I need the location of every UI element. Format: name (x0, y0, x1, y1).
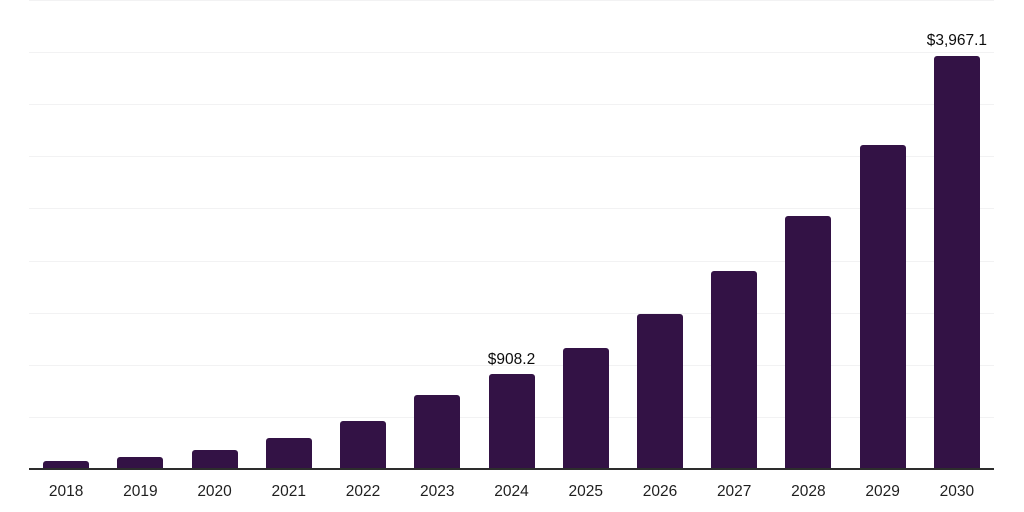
bar-2026 (636, 314, 683, 469)
bar-2029 (859, 145, 906, 469)
data-label-2030: $3,967.1 (926, 32, 988, 50)
bar-2027 (711, 271, 758, 469)
gridline-3500 (29, 104, 994, 106)
bar-2021 (265, 438, 312, 469)
x-axis-tick-labels: 2018 2019 2020 2021 2022 2023 2024 2025 2026 2027… (29, 483, 994, 503)
bar-2023 (414, 395, 461, 469)
bar-2030 (933, 55, 980, 469)
tick-label-2029: 2029 (865, 483, 900, 500)
tick-label-2021: 2021 (271, 483, 307, 500)
gridline-4500 (29, 0, 994, 1)
tick-label-2025: 2025 (568, 483, 603, 500)
tick-label-2026: 2026 (642, 483, 678, 500)
bar-2020 (191, 449, 238, 469)
tick-label-2030: 2030 (939, 483, 975, 500)
tick-label-2027: 2027 (716, 483, 752, 500)
tick-label-2020: 2020 (197, 483, 232, 500)
bar-2028 (785, 215, 832, 469)
gridline-1500 (29, 312, 994, 314)
bar-2024 (488, 374, 535, 469)
x-axis-line (29, 468, 994, 470)
gridline-2000 (29, 260, 994, 262)
gridline-4000 (29, 52, 994, 54)
tick-label-2018: 2018 (48, 483, 84, 500)
plot-area: $908.2 $3,967.1 (29, 0, 994, 470)
data-label-2024: $908.2 (487, 350, 536, 368)
tick-label-2028: 2028 (791, 483, 826, 500)
tick-label-2024: 2024 (494, 483, 529, 500)
gridline-2500 (29, 208, 994, 210)
tick-label-2019: 2019 (123, 483, 158, 500)
tick-label-2023: 2023 (420, 483, 455, 500)
bar-2019 (117, 456, 164, 469)
gridline-1000 (29, 364, 994, 366)
bar-2025 (562, 348, 609, 469)
gridline-3000 (29, 156, 994, 158)
bar-2018 (43, 461, 90, 469)
tick-label-2022: 2022 (345, 483, 381, 500)
bar-2022 (340, 421, 387, 469)
